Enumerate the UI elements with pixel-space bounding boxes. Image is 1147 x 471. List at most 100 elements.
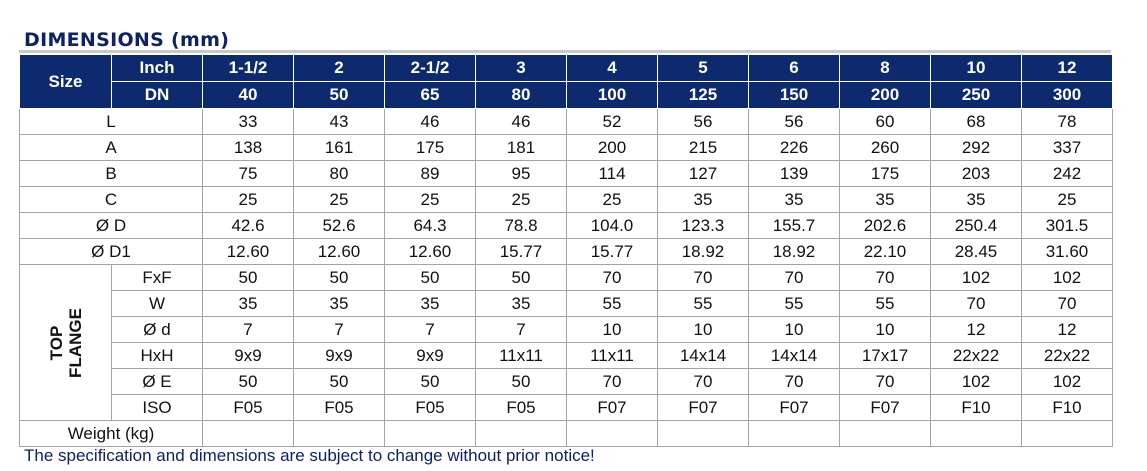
- dn-label: DN: [111, 81, 203, 109]
- value-cell: 35: [930, 186, 1022, 213]
- value-cell: 46: [384, 108, 476, 135]
- size-header: Size: [19, 54, 112, 109]
- value-cell: F05: [202, 394, 294, 421]
- value-cell: 42.6: [202, 212, 294, 239]
- value-cell: 50: [384, 264, 476, 291]
- value-cell: 35: [657, 186, 749, 213]
- inch-cell: 12: [1021, 54, 1113, 82]
- row-label: Ø d: [111, 316, 203, 343]
- value-cell: 139: [748, 160, 840, 187]
- inch-cell: 5: [657, 54, 749, 82]
- value-cell: 138: [202, 134, 294, 161]
- value-cell: 70: [839, 368, 931, 395]
- value-cell: [930, 420, 1022, 447]
- value-cell: 250.4: [930, 212, 1022, 239]
- header-row-inch: Size Inch 1-1/2 2 2-1/2 3 4 5 6 8 10 12: [19, 54, 1113, 109]
- value-cell: 17x17: [839, 342, 931, 369]
- value-cell: F07: [566, 394, 658, 421]
- inch-cell: 1-1/2: [202, 54, 294, 82]
- value-cell: 75: [202, 160, 294, 187]
- dn-cell: 80: [475, 81, 567, 109]
- table-row-weight: Weight (kg): [19, 420, 1113, 447]
- inch-cell: 8: [839, 54, 931, 82]
- value-cell: 292: [930, 134, 1022, 161]
- value-cell: 10: [748, 316, 840, 343]
- top-flange-group-cell: TOP FLANGE: [19, 264, 112, 421]
- value-cell: 95: [475, 160, 567, 187]
- value-cell: 10: [566, 316, 658, 343]
- inch-cell: 2: [293, 54, 385, 82]
- value-cell: F07: [748, 394, 840, 421]
- value-cell: 202.6: [839, 212, 931, 239]
- value-cell: F05: [475, 394, 567, 421]
- inch-cell: 3: [475, 54, 567, 82]
- value-cell: 25: [384, 186, 476, 213]
- value-cell: 22.10: [839, 238, 931, 265]
- value-cell: 301.5: [1021, 212, 1113, 239]
- value-cell: 35: [475, 290, 567, 317]
- value-cell: 127: [657, 160, 749, 187]
- value-cell: F07: [657, 394, 749, 421]
- table-row: Ø D 42.6 52.6 64.3 78.8 104.0 123.3 155.7 202.6 2…: [19, 212, 1113, 239]
- row-label: C: [19, 186, 203, 213]
- value-cell: 11x11: [566, 342, 658, 369]
- value-cell: 242: [1021, 160, 1113, 187]
- value-cell: [293, 420, 385, 447]
- inch-label: Inch: [111, 54, 203, 82]
- value-cell: 50: [475, 264, 567, 291]
- value-cell: 18.92: [657, 238, 749, 265]
- value-cell: 35: [202, 290, 294, 317]
- value-cell: [1021, 420, 1113, 447]
- value-cell: 104.0: [566, 212, 658, 239]
- value-cell: 70: [930, 290, 1022, 317]
- dn-cell: 125: [657, 81, 749, 109]
- disclaimer-note: The specification and dimensions are sub…: [24, 446, 595, 465]
- value-cell: F10: [1021, 394, 1113, 421]
- inch-cell: 4: [566, 54, 658, 82]
- table-row: HxH 9x9 9x9 9x9 11x11 11x11 14x14 14x14 17x17 22x…: [20, 342, 1113, 369]
- table-row: Ø D1 12.60 12.60 12.60 15.77 15.77 18.92 18.92 2…: [19, 238, 1113, 265]
- value-cell: 114: [566, 160, 658, 187]
- value-cell: 7: [202, 316, 294, 343]
- table-row: C 25 25 25 25 25 35 35 35 35 25: [19, 186, 1113, 213]
- value-cell: 64.3: [384, 212, 476, 239]
- value-cell: 70: [657, 264, 749, 291]
- value-cell: 15.77: [475, 238, 567, 265]
- value-cell: 50: [293, 368, 385, 395]
- dn-cell: 200: [839, 81, 931, 109]
- dn-cell: 65: [384, 81, 476, 109]
- value-cell: 337: [1021, 134, 1113, 161]
- value-cell: 55: [839, 290, 931, 317]
- value-cell: 46: [475, 108, 567, 135]
- value-cell: 50: [293, 264, 385, 291]
- page-title: DIMENSIONS (mm): [24, 29, 230, 51]
- row-label: Ø D1: [19, 238, 203, 265]
- row-label: HxH: [111, 342, 203, 369]
- table-row: W 35 35 35 35 55 55 55 55 70 70: [20, 290, 1113, 317]
- value-cell: 50: [202, 264, 294, 291]
- value-cell: [839, 420, 931, 447]
- value-cell: 102: [930, 264, 1022, 291]
- value-cell: 80: [293, 160, 385, 187]
- value-cell: 52: [566, 108, 658, 135]
- value-cell: 161: [293, 134, 385, 161]
- value-cell: 7: [475, 316, 567, 343]
- value-cell: 68: [930, 108, 1022, 135]
- value-cell: 70: [657, 368, 749, 395]
- value-cell: 70: [748, 264, 840, 291]
- row-label: Weight (kg): [19, 420, 203, 447]
- value-cell: 28.45: [930, 238, 1022, 265]
- value-cell: [566, 420, 658, 447]
- value-cell: 12: [1021, 316, 1113, 343]
- value-cell: 14x14: [748, 342, 840, 369]
- value-cell: 52.6: [293, 212, 385, 239]
- row-label: FxF: [111, 264, 203, 291]
- value-cell: 35: [384, 290, 476, 317]
- value-cell: 56: [657, 108, 749, 135]
- value-cell: 260: [839, 134, 931, 161]
- value-cell: 70: [566, 264, 658, 291]
- value-cell: 9x9: [384, 342, 476, 369]
- top-flange-label: TOP FLANGE: [47, 308, 85, 378]
- value-cell: 9x9: [293, 342, 385, 369]
- value-cell: 70: [839, 264, 931, 291]
